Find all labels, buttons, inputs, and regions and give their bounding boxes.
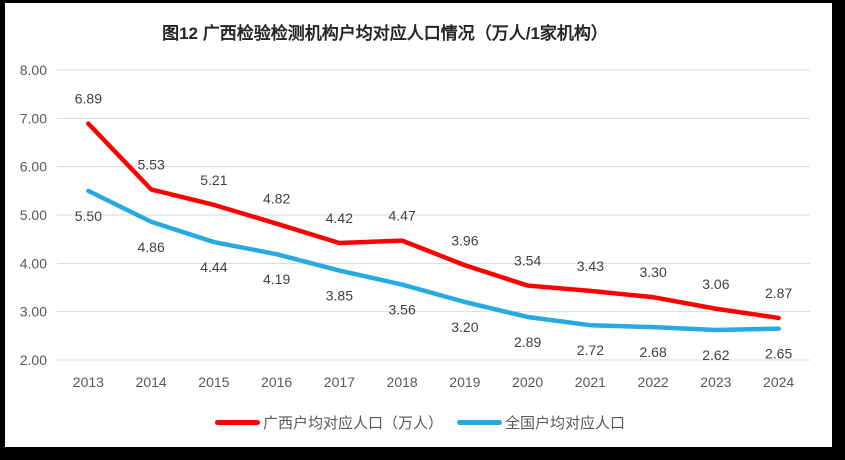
series-line-0 bbox=[86, 121, 781, 321]
data-point-label: 3.56 bbox=[389, 302, 416, 318]
data-point-label: 2.65 bbox=[765, 346, 792, 362]
data-point-label: 3.30 bbox=[640, 264, 667, 280]
legend-blue-line-icon bbox=[457, 420, 502, 425]
data-point-label: 4.42 bbox=[326, 210, 353, 226]
data-point-label: 3.96 bbox=[451, 232, 478, 248]
x-axis-tick-label: 2015 bbox=[198, 374, 229, 390]
data-point-label: 3.85 bbox=[326, 288, 353, 304]
data-point-label: 3.20 bbox=[451, 319, 478, 335]
y-axis-tick-label: 6.00 bbox=[20, 159, 47, 175]
data-point-label: 4.82 bbox=[263, 191, 290, 207]
data-point-label: 5.21 bbox=[200, 172, 227, 188]
data-point-label: 4.86 bbox=[138, 239, 165, 255]
legend-label-national: 全国户均对应人口 bbox=[505, 415, 626, 432]
y-axis-tick-label: 3.00 bbox=[20, 304, 47, 320]
x-axis-tick-label: 2020 bbox=[512, 374, 543, 390]
data-point-label: 4.19 bbox=[263, 271, 290, 287]
y-axis-tick-label: 7.00 bbox=[20, 110, 47, 126]
x-axis-tick-label: 2024 bbox=[763, 374, 794, 390]
y-axis-tick-label: 8.00 bbox=[20, 62, 47, 78]
x-axis-tick-label: 2018 bbox=[387, 374, 418, 390]
x-axis-tick-label: 2017 bbox=[324, 374, 355, 390]
legend-label-guangxi: 广西户均对应人口（万人） bbox=[262, 415, 443, 432]
data-point-label: 2.89 bbox=[514, 334, 541, 350]
x-axis-tick-label: 2019 bbox=[449, 374, 480, 390]
x-axis-tick-label: 2021 bbox=[575, 374, 606, 390]
data-point-label: 4.47 bbox=[389, 208, 416, 224]
chart-title: 图12 广西检验检测机构户均对应人口情况（万人/1家机构） bbox=[162, 24, 608, 43]
x-axis-tick-label: 2014 bbox=[136, 374, 167, 390]
x-axis-tick-label: 2013 bbox=[73, 374, 104, 390]
y-axis-tick-label: 4.00 bbox=[20, 255, 47, 271]
y-axis-tick-label: 2.00 bbox=[20, 352, 47, 368]
data-point-label: 2.72 bbox=[577, 342, 604, 358]
data-point-label: 3.06 bbox=[702, 276, 729, 292]
series-line-1 bbox=[86, 188, 781, 333]
data-point-label: 5.53 bbox=[138, 156, 165, 172]
chart-legend: 广西户均对应人口（万人） 全国户均对应人口 bbox=[214, 412, 625, 433]
data-point-label: 4.44 bbox=[200, 259, 227, 275]
x-axis-tick-label: 2022 bbox=[638, 374, 669, 390]
y-axis-tick-label: 5.00 bbox=[20, 207, 47, 223]
data-point-label: 2.62 bbox=[702, 347, 729, 363]
data-point-label: 3.43 bbox=[577, 258, 604, 274]
data-point-label: 2.68 bbox=[640, 344, 667, 360]
data-point-label: 3.54 bbox=[514, 253, 541, 269]
legend-item-national: 全国户均对应人口 bbox=[457, 412, 625, 433]
x-axis-tick-label: 2016 bbox=[261, 374, 292, 390]
data-point-label: 2.87 bbox=[765, 285, 792, 301]
legend-item-guangxi: 广西户均对应人口（万人） bbox=[214, 412, 443, 433]
data-point-label: 6.89 bbox=[75, 91, 102, 107]
data-point-label: 5.50 bbox=[75, 208, 102, 224]
x-axis-tick-label: 2023 bbox=[700, 374, 731, 390]
legend-red-line-icon bbox=[214, 420, 260, 425]
